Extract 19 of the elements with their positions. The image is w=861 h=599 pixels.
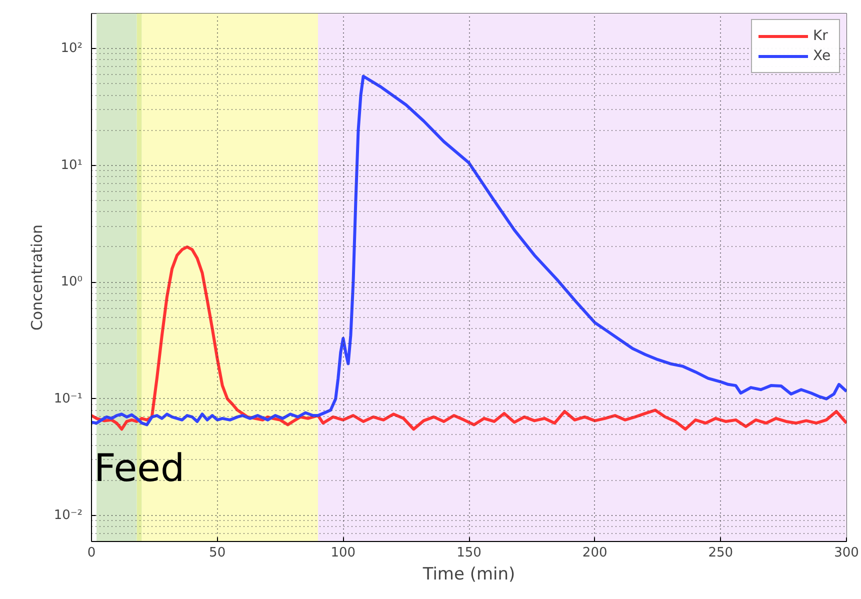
legend-label: Xe <box>813 48 832 64</box>
x-tick-label: 300 <box>834 546 859 560</box>
y-tick-label: 10⁰ <box>60 274 83 290</box>
y-tick-label: 10⁻² <box>54 508 83 524</box>
x-tick-label: 100 <box>330 546 356 560</box>
y-tick-label: 10⁻¹ <box>54 391 83 406</box>
line-series <box>92 245 846 431</box>
line-series <box>92 74 846 426</box>
x-tick-label: 50 <box>209 546 226 560</box>
y-axis-title: Concentration <box>28 224 46 331</box>
x-tick-label: 150 <box>456 546 482 560</box>
x-axis-title: Time (min) <box>422 564 516 584</box>
y-tick-label: 10¹ <box>60 158 83 173</box>
x-tick-label: 250 <box>708 546 734 560</box>
y-tick-label: 10² <box>60 41 83 56</box>
x-tick-label: 200 <box>582 546 608 560</box>
legend-label: Kr <box>813 28 829 44</box>
annotation: Feed <box>94 446 185 490</box>
x-tick-label: 0 <box>87 546 96 560</box>
